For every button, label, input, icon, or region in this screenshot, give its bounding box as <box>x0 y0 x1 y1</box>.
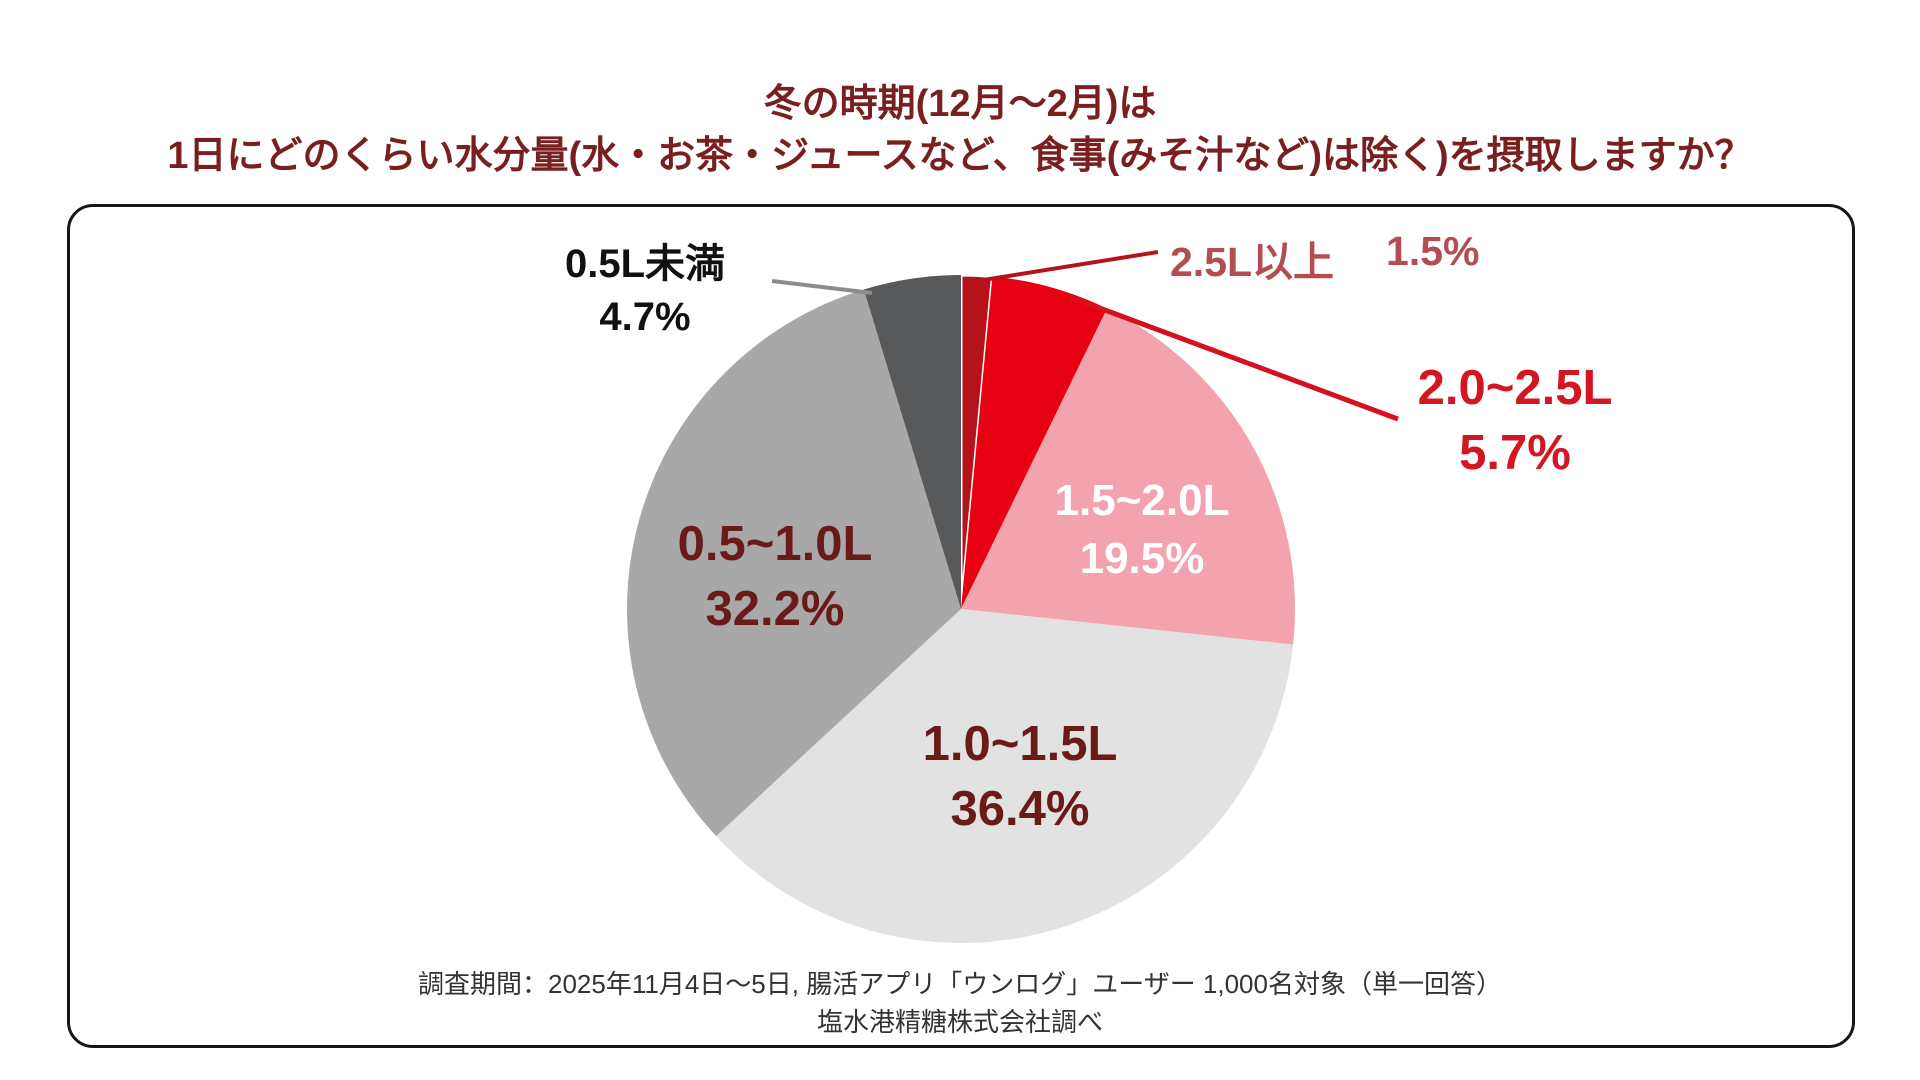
survey-footnote-line-2: 塩水港精糖株式会社調べ <box>816 1006 1103 1037</box>
chart-title: 冬の時期(12月〜2月)は 1日にどのくらい水分量(水・お茶・ジュースなど、食事… <box>0 78 1920 183</box>
label-under-0-5l-name: 0.5L未満 <box>564 242 726 286</box>
chart-title-line-1: 冬の時期(12月〜2月)は <box>763 83 1157 125</box>
label-1-0-1-5l: 1.0~1.5L 36.4% <box>850 712 1190 841</box>
label-1-0-1-5l-name: 1.0~1.5L <box>922 717 1118 771</box>
chart-frame <box>67 204 1855 1048</box>
label-under-0-5l-pct: 4.7% <box>599 294 691 339</box>
label-2-0-2-5l-pct: 5.7% <box>1459 425 1571 480</box>
label-under-0-5l: 0.5L未満 4.7% <box>505 238 785 344</box>
label-1-5-2-0l: 1.5~2.0L 19.5% <box>982 472 1302 588</box>
label-0-5-1-0l: 0.5~1.0L 32.2% <box>605 512 945 641</box>
label-2-0-2-5l: 2.0~2.5L 5.7% <box>1345 356 1685 485</box>
label-2-5l-plus-pct: 1.5% <box>1386 228 1480 274</box>
label-2-0-2-5l-name: 2.0~2.5L <box>1417 361 1613 415</box>
label-1-5-2-0l-pct: 19.5% <box>1079 534 1205 584</box>
label-2-5l-plus: 2.5L以上 1.5% <box>1170 228 1480 288</box>
chart-title-line-2: 1日にどのくらい水分量(水・お茶・ジュースなど、食事(みそ汁など)は除く)を摂取… <box>167 135 1753 178</box>
label-1-5-2-0l-name: 1.5~2.0L <box>1054 476 1230 525</box>
label-2-5l-plus-name: 2.5L以上 <box>1170 239 1335 285</box>
survey-footnote-line-1: 調査期間：2025年11月4日〜5日, 腸活アプリ「ウンログ」ユーザー 1,00… <box>418 969 1502 999</box>
survey-footnote: 調査期間：2025年11月4日〜5日, 腸活アプリ「ウンログ」ユーザー 1,00… <box>0 966 1920 1041</box>
label-1-0-1-5l-pct: 36.4% <box>950 781 1090 836</box>
label-0-5-1-0l-name: 0.5~1.0L <box>677 517 873 571</box>
label-0-5-1-0l-pct: 32.2% <box>705 581 845 636</box>
